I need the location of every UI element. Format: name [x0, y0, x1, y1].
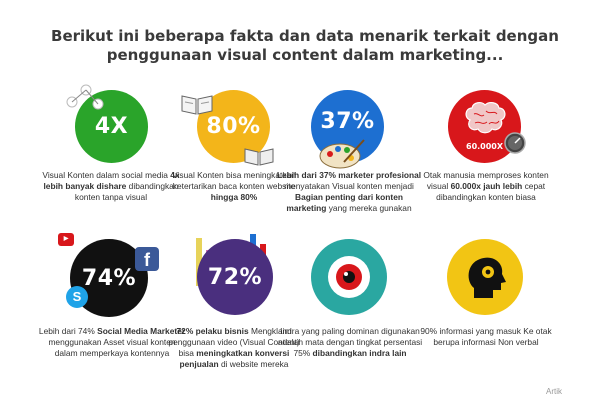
- skype-icon: S: [66, 286, 88, 308]
- caption-segment: menyatakan Visual konten menjadi: [284, 181, 414, 191]
- caption-segment: Social Media Marketer: [97, 326, 186, 336]
- stat-circle-eye: [311, 239, 387, 315]
- caption-segment: 90% informasi yang masuk Ke otak berupa …: [420, 326, 552, 347]
- caption-8: 90% informasi yang masuk Ke otak berupa …: [412, 326, 560, 348]
- caption-segment: dibandingkan indra lain: [312, 348, 407, 358]
- caption-segment: Mengklaim penggunaan video (Visual Conte…: [168, 326, 300, 358]
- stat-80: 80%: [206, 114, 261, 139]
- brain-icon: [465, 102, 506, 134]
- eye-icon: [328, 256, 370, 298]
- caption-segment: Bagian penting dari konten marketing: [286, 192, 403, 213]
- stat-circle-4x: 4X: [75, 90, 148, 163]
- stat-72: 72%: [207, 264, 263, 290]
- caption-segment: Visual Konten bisa meningkatkan ketertar…: [172, 170, 296, 191]
- book-icon: [181, 95, 213, 115]
- caption-segment: cepat dibandingkan konten biasa: [436, 181, 546, 202]
- facebook-icon: f: [135, 247, 159, 271]
- caption-segment: 72% pelaku bisnis: [176, 326, 249, 336]
- caption-segment: di website mereka: [218, 359, 289, 369]
- stat-4x: 4X: [94, 114, 129, 139]
- title-line-2: penggunaan visual content dalam marketin…: [106, 46, 504, 64]
- caption-7: Indra yang paling dominan digunakan adal…: [276, 326, 424, 359]
- caption-segment: Visual Konten dalam social media: [42, 170, 171, 180]
- caption-1: Visual Konten dalam social media 4x lebi…: [37, 170, 185, 203]
- caption-segment: Otak manusia memproses konten visual: [423, 170, 549, 191]
- caption-segment: Lebih dari 37% marketer profesional: [276, 170, 422, 180]
- caption-segment: meningkatkan konversi penjualan: [179, 348, 290, 369]
- stat-circle-72: 72%: [197, 239, 273, 315]
- caption-segment: dibandingkan konten tanpa visual: [74, 181, 179, 202]
- stat-circle-74: 74%: [70, 239, 148, 317]
- youtube-icon: ▶: [58, 233, 74, 246]
- paint-palette-icon: [319, 139, 365, 169]
- caption-segment: Lebih dari 74%: [38, 326, 98, 336]
- caption-segment: Indra yang paling dominan digunakan adal…: [277, 326, 423, 358]
- stat-60000x: 60.000X: [466, 142, 504, 151]
- gauge-icon: [504, 132, 526, 154]
- caption-segment: 4x lebih banyak dishare: [43, 170, 180, 191]
- page-title: Berikut ini beberapa fakta dan data mena…: [40, 27, 570, 65]
- caption-2: Visual Konten bisa meningkatkan ketertar…: [160, 170, 308, 203]
- title-line-1: Berikut ini beberapa fakta dan data mena…: [51, 27, 559, 45]
- caption-4: Otak manusia memproses konten visual 60.…: [412, 170, 560, 203]
- caption-segment: 60.000x jauh lebih: [450, 181, 523, 191]
- caption-6: 72% pelaku bisnis Mengklaim penggunaan v…: [160, 326, 308, 370]
- stat-37: 37%: [320, 109, 375, 134]
- caption-segment: menggunakan Asset visual konten dalam me…: [48, 337, 176, 358]
- open-book-icon: [244, 148, 274, 166]
- share-icon: [66, 84, 104, 110]
- watermark: Artik: [546, 387, 562, 396]
- caption-3: Lebih dari 37% marketer profesional meny…: [275, 170, 423, 214]
- stat-74: 74%: [81, 265, 137, 291]
- stat-circle-head: [447, 239, 523, 315]
- head-silhouette-icon: [468, 257, 506, 298]
- caption-5: Lebih dari 74% Social Media Marketer men…: [38, 326, 186, 359]
- caption-segment: hingga 80%: [210, 192, 258, 202]
- caption-segment: yang mereka gunakan: [326, 203, 412, 213]
